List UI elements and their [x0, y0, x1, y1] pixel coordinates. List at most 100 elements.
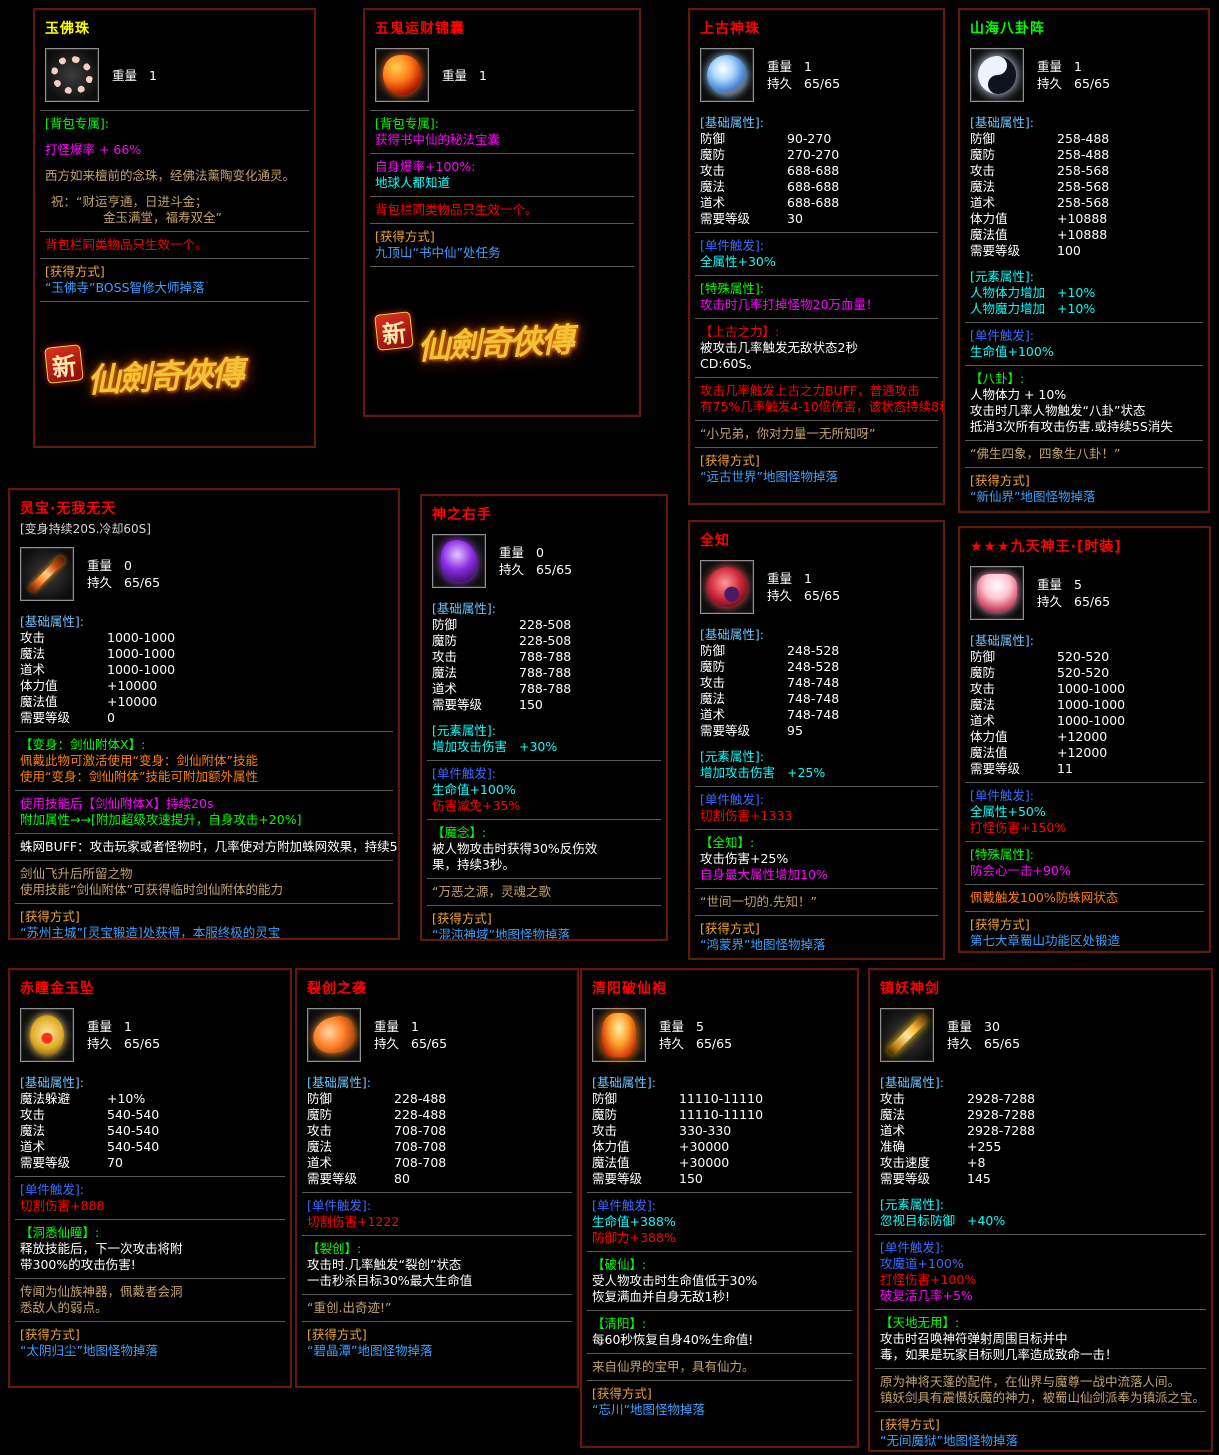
- pouch-icon: [375, 48, 429, 102]
- weight-line: 重量 1: [442, 67, 487, 84]
- tooltip-section: [单件触发]: 切割伤害+1222: [297, 1193, 577, 1235]
- armor-icon: [970, 566, 1024, 620]
- stat-value: 708-708: [394, 1139, 447, 1154]
- tooltip-section: [基础属性]: 防御 258-488 魔防 258-488 攻击 258-568 魔法 258-…: [960, 110, 1208, 322]
- durability-value: 65/65: [696, 1036, 733, 1051]
- tooltip-section: 【破仙】: 受人物攻击时生命值低于30% 恢复满血并自身无敌1秒!: [582, 1252, 857, 1310]
- icon-art: [707, 567, 747, 607]
- stat-row: 攻击 708-708: [307, 1123, 567, 1139]
- text-line: “混沌神域”地图怪物掉落: [432, 927, 570, 941]
- tooltip-section: [单件触发]: 生命值+100% 伤害减免+35%: [422, 761, 666, 819]
- stat-name: 需要等级: [592, 1171, 643, 1186]
- text-line: [背包专属]:: [45, 116, 109, 131]
- stat-row: 魔法值 +12000: [970, 745, 1199, 761]
- text-line: 受人物攻击时生命值低于30%: [592, 1273, 758, 1288]
- stat-value: 540-540: [107, 1139, 160, 1154]
- tooltip-header: 神之右手 重量 0 持久 65/65: [422, 496, 666, 596]
- line-spacer: [432, 713, 656, 723]
- text-line: 被人物攻击时获得30%反伤效: [432, 841, 598, 856]
- item-tooltip-wu-gui-yun-cai-jin-nang: 五鬼运财锦囊 重量 1 [背包专属]: 获得书中仙的秘法宝囊 自身爆率+100%: 地球人都…: [363, 8, 641, 417]
- tooltip-section: [获得方式] “太阴归尘”地图怪物掉落: [10, 1322, 290, 1364]
- item-icon-row: 重量 1 持久 65/65: [700, 48, 933, 102]
- durability-value: 65/65: [804, 588, 841, 603]
- stat-value: 788-788: [519, 649, 572, 664]
- text-line: 攻击伤害+25%: [700, 851, 789, 866]
- text-line: “远古世界”地图怪物掉落: [700, 469, 838, 484]
- text-line: 恢复满血并自身无敌1秒!: [592, 1289, 730, 1304]
- weight-line: 重量 1: [767, 58, 840, 75]
- durability-value: 65/65: [124, 1036, 161, 1051]
- item-title: 神之右手: [432, 507, 492, 523]
- stat-row: 道术 748-748: [700, 707, 933, 723]
- item-title: 全知: [700, 533, 730, 549]
- text-line: 【上古之力】:: [700, 324, 780, 339]
- stat-name: 攻击: [20, 630, 46, 645]
- stat-name: 体力值: [970, 729, 1008, 744]
- text-line: 附加属性→→[附加超级攻速提升，自身攻击+20%]: [20, 812, 302, 827]
- text-line: [基础属性]:: [700, 115, 764, 130]
- stat-row: 魔法 788-788: [432, 665, 656, 681]
- item-title: 山海八卦阵: [970, 21, 1045, 37]
- section-divider: [695, 275, 938, 276]
- icon-art: [441, 540, 477, 582]
- weight-value: 1: [149, 67, 157, 83]
- stat-value: 248-528: [787, 643, 840, 658]
- section-divider: [695, 318, 938, 319]
- text-line: 传闻为仙族神器，佩戴者会洞: [20, 1284, 183, 1299]
- stat-row: 攻击 258-568: [970, 163, 1198, 179]
- stat-name: 需要等级: [970, 761, 1021, 776]
- tooltip-section: [获得方式] “无间魔狱”地图怪物掉落: [870, 1412, 1211, 1450]
- tooltip-section: [单件触发]: 全属性+50% 打怪伤害+150%: [960, 783, 1209, 841]
- stat-name: 防御: [307, 1091, 333, 1106]
- tooltip-section: [特殊属性]: 攻击时几率打掉怪物20万血量！: [690, 276, 943, 318]
- text-line: 切割伤害+1333: [700, 808, 793, 823]
- stat-value: 150: [679, 1171, 703, 1186]
- item-weight-durability: 重量 5 持久 65/65: [1037, 576, 1110, 610]
- tooltip-section: [特殊属性]: 防会心一击+90%: [960, 842, 1209, 884]
- stat-row: 魔法 1000-1000: [20, 646, 388, 662]
- text-line: 带300%的攻击伤害!: [20, 1257, 136, 1272]
- stat-value: +12000: [1057, 745, 1108, 760]
- section-divider: [587, 1251, 852, 1252]
- text-line: [基础属性]:: [700, 627, 764, 642]
- text-line: 切割伤害+1222: [307, 1214, 400, 1229]
- text-line: “玉佛寺”BOSS智修大师掉落: [45, 280, 205, 295]
- text-line: [获得方式]: [45, 264, 105, 279]
- icon-art: [383, 55, 421, 95]
- durability-line: 持久 65/65: [767, 587, 840, 604]
- item-title: 上古神珠: [700, 21, 760, 37]
- tooltip-header: 全知 重量 1 持久 65/65: [690, 522, 943, 622]
- text-line: [获得方式]: [375, 229, 435, 244]
- stat-row: 攻击 330-330: [592, 1123, 847, 1139]
- weight-line: 重量 30: [947, 1018, 1020, 1035]
- stat-row: 体力值 +10000: [20, 678, 388, 694]
- stat-name: 体力值: [592, 1139, 630, 1154]
- stat-name: 魔法: [20, 646, 46, 661]
- text-line: 悉敌人的弱点。: [20, 1300, 108, 1315]
- weight-label: 重量: [442, 67, 468, 83]
- tooltip-header: 五鬼运财锦囊 重量 1: [365, 10, 639, 110]
- text-line: 金玉满堂，福寿双全”: [103, 210, 222, 225]
- tooltip-section: [单件触发]: 全属性+30%: [690, 233, 943, 275]
- stat-value: 788-788: [519, 665, 572, 680]
- stat-value: 688-688: [787, 179, 840, 194]
- stat-name: 魔法: [970, 697, 996, 712]
- durability-line: 持久 65/65: [87, 574, 160, 591]
- tooltip-section: 背包栏同类物品只生效一个。: [35, 232, 314, 258]
- durability-label: 持久: [767, 588, 793, 603]
- stat-name: 魔法值: [592, 1155, 630, 1170]
- section-divider: [427, 819, 661, 820]
- weight-label: 重量: [374, 1019, 400, 1034]
- stat-name: 增加攻击伤害: [700, 765, 776, 780]
- weight-label: 重量: [767, 571, 793, 586]
- stat-name: 需要等级: [700, 723, 751, 738]
- durability-line: 持久 65/65: [1037, 75, 1110, 92]
- item-tooltip-jiu-tian-shen-wang-shi-zhuang: ★★★九天神王·[时装] 重量 5 持久 65/65 [基础属性]: 防御 520-520 魔防…: [958, 526, 1211, 953]
- text-line: 自身最大属性增加10%: [700, 867, 828, 882]
- stat-row: 道术 1000-1000: [20, 662, 388, 678]
- stat-name: 攻击: [970, 163, 996, 178]
- text-line: [获得方式]: [307, 1327, 367, 1342]
- orb-icon: [700, 48, 754, 102]
- text-line: [基础属性]:: [970, 115, 1034, 130]
- weight-label: 重量: [499, 545, 525, 560]
